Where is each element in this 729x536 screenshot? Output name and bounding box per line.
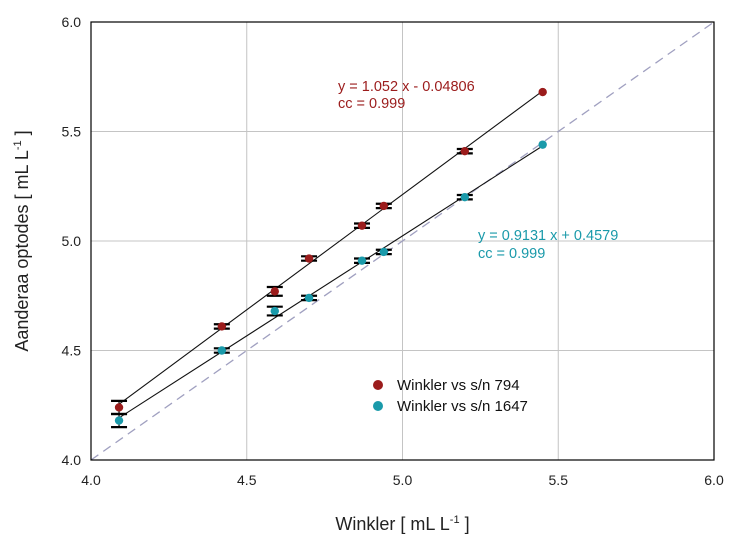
legend-label-794: Winkler vs s/n 794 bbox=[397, 377, 520, 394]
data-point-s1-1 bbox=[217, 322, 227, 331]
data-point-s2-6 bbox=[460, 193, 469, 202]
data-point-s1-4 bbox=[357, 221, 367, 230]
y-tick-label-4: 6.0 bbox=[62, 14, 82, 30]
x-axis-title-sup: -1 bbox=[450, 514, 460, 526]
x-axis-title-main: Winkler [ mL L bbox=[335, 514, 449, 534]
legend: Winkler vs s/n 794 Winkler vs s/n 1647 bbox=[373, 377, 528, 415]
data-points bbox=[114, 87, 547, 425]
data-point-s2-7 bbox=[538, 140, 547, 149]
y-axis-title: Aanderaa optodes [ mL L-1 ] bbox=[12, 130, 32, 351]
reference-line-group bbox=[90, 21, 715, 461]
x-tick-label-3: 5.5 bbox=[549, 472, 569, 488]
x-axis-title-end: ] bbox=[460, 514, 470, 534]
data-point-s2-5 bbox=[379, 247, 389, 257]
legend-marker-1647 bbox=[373, 401, 383, 411]
data-point-s2-2 bbox=[270, 306, 279, 316]
series-2-cc: cc = 0.999 bbox=[478, 246, 545, 262]
y-axis-title-main: Aanderaa optodes [ mL L bbox=[12, 150, 32, 351]
x-tick-label-2: 5.0 bbox=[393, 472, 413, 488]
y-tick-label-2: 5.0 bbox=[62, 233, 82, 249]
y-tick-label-1: 4.5 bbox=[62, 343, 82, 359]
one-to-one-reference-line bbox=[90, 21, 715, 461]
data-point-s2-1 bbox=[217, 346, 227, 355]
data-point-s1-3 bbox=[304, 254, 314, 263]
y-tick-labels: 4.0 4.5 5.0 5.5 6.0 bbox=[62, 14, 82, 468]
series-2-equation: y = 0.9131 x + 0.4579 bbox=[478, 228, 618, 244]
series-1-cc: cc = 0.999 bbox=[338, 96, 405, 112]
data-point-s2-3 bbox=[304, 293, 314, 303]
fit-line-series-2 bbox=[118, 145, 543, 419]
x-axis-title: Winkler [ mL L-1 ] bbox=[335, 514, 469, 534]
legend-label-1647: Winkler vs s/n 1647 bbox=[397, 398, 528, 415]
data-point-s1-5 bbox=[379, 201, 389, 211]
y-tick-label-3: 5.5 bbox=[62, 124, 82, 140]
data-point-s1-6 bbox=[460, 147, 469, 156]
data-point-s1-7 bbox=[538, 87, 547, 97]
data-point-s2-0 bbox=[114, 416, 124, 425]
series-1-equation: y = 1.052 x - 0.04806 bbox=[338, 79, 475, 95]
x-tick-label-0: 4.0 bbox=[81, 472, 101, 488]
x-tick-labels: 4.0 4.5 5.0 5.5 6.0 bbox=[81, 472, 724, 488]
x-tick-label-4: 6.0 bbox=[704, 472, 724, 488]
data-point-s1-2 bbox=[270, 287, 279, 296]
y-axis-title-end: ] bbox=[12, 130, 32, 140]
x-tick-label-1: 4.5 bbox=[237, 472, 257, 488]
fit-line-series-1 bbox=[118, 90, 544, 405]
plot-frame bbox=[90, 21, 715, 461]
data-point-s1-0 bbox=[114, 403, 124, 412]
legend-marker-794 bbox=[373, 380, 383, 390]
data-point-s2-4 bbox=[357, 256, 367, 265]
y-axis-title-sup: -1 bbox=[12, 140, 24, 150]
fit-lines bbox=[118, 90, 544, 419]
y-tick-label-0: 4.0 bbox=[62, 452, 82, 468]
